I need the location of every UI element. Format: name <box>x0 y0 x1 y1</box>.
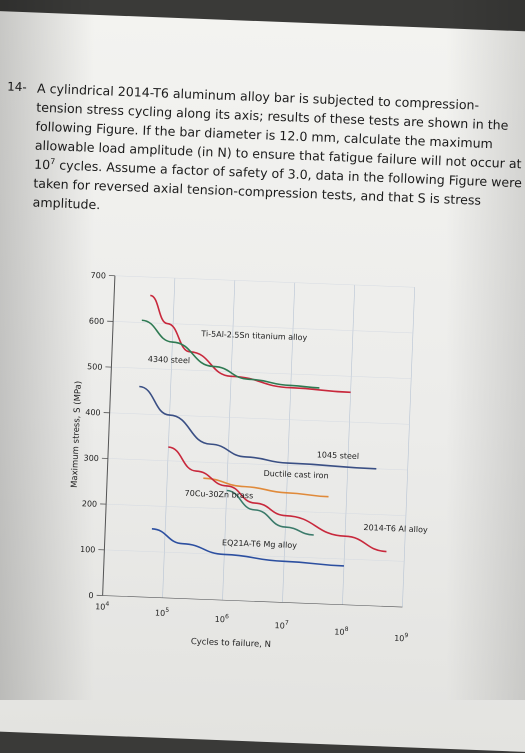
cycles-base: 10 <box>34 157 51 173</box>
chart-axes: 0100200300400500600700104105106107108109… <box>64 270 422 655</box>
x-tick-exp: 4 <box>105 601 109 608</box>
y-tick-label: 0 <box>88 591 93 600</box>
x-tick-label: 108 <box>334 625 349 637</box>
grid-line-x <box>223 280 235 600</box>
sn-chart-svg: 0100200300400500600700104105106107108109… <box>54 264 450 698</box>
x-tick-label: 104 <box>95 600 110 612</box>
y-tick-label: 600 <box>89 317 105 327</box>
cycles-exp: 7 <box>50 157 55 166</box>
x-tick-base: 10 <box>155 609 166 618</box>
grid-line-x <box>282 283 294 603</box>
series-label-1: 4340 steel <box>148 355 191 366</box>
chart-grid <box>103 276 415 607</box>
x-tick-exp: 9 <box>404 632 408 639</box>
grid-line-y <box>111 367 411 379</box>
question-number: 14- <box>7 77 27 97</box>
x-tick-label: 106 <box>215 613 230 625</box>
grid-line-y <box>104 550 404 562</box>
series-label-6: EQ21A-T6 Mg alloy <box>222 538 298 550</box>
x-axis-label: Cycles to failure, N <box>191 637 272 650</box>
x-axis <box>103 596 403 608</box>
y-axis <box>103 276 115 596</box>
x-tick-exp: 8 <box>345 626 349 633</box>
question-text: 14- A cylindrical 2014-T6 aluminum alloy… <box>7 77 487 95</box>
x-tick-base: 10 <box>274 621 285 630</box>
question-line-7: amplitude. <box>32 193 100 215</box>
x-tick-label: 109 <box>394 632 409 644</box>
series-label-2: 1045 steel <box>317 450 360 461</box>
grid-line-x <box>402 287 414 607</box>
series-label-5: 2014-T6 Al alloy <box>363 523 428 534</box>
grid-line-y <box>110 413 410 425</box>
y-tick-label: 500 <box>87 362 103 372</box>
x-tick-base: 10 <box>394 634 405 643</box>
series-label-0: Ti-5Al-2.5Sn titanium alloy <box>200 329 307 342</box>
grid-line-x <box>342 285 354 605</box>
y-tick-label: 300 <box>83 454 99 464</box>
chart-labels: Ti-5Al-2.5Sn titanium alloy 4340 steel 104… <box>141 327 436 555</box>
paper-sheet: 14- A cylindrical 2014-T6 aluminum alloy… <box>0 10 525 753</box>
grid-line-y <box>115 276 415 288</box>
x-tick-base: 10 <box>95 602 106 611</box>
x-tick-exp: 7 <box>285 620 289 627</box>
x-tick-base: 10 <box>334 627 345 636</box>
y-tick-label: 700 <box>90 271 106 281</box>
series-label-4: 70Cu-30Zn brass <box>184 489 253 501</box>
series-line-0 <box>147 295 354 392</box>
y-axis-label: Maximum stress, S (MPa) <box>70 381 84 488</box>
x-tick-label: 107 <box>274 619 289 631</box>
x-tick-exp: 5 <box>165 607 169 614</box>
x-tick-base: 10 <box>215 615 226 624</box>
y-tick-label: 100 <box>80 545 96 555</box>
y-tick-label: 400 <box>85 408 101 418</box>
y-tick-label: 200 <box>82 499 98 509</box>
x-tick-exp: 6 <box>225 613 229 620</box>
x-tick-label: 105 <box>155 607 170 619</box>
series-label-3: Ductile cast iron <box>263 469 328 480</box>
